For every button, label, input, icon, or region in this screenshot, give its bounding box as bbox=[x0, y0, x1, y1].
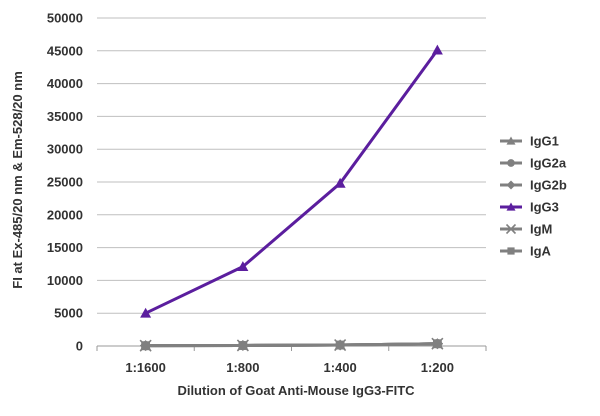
legend-item: IgM bbox=[500, 222, 552, 237]
legend-item: IgA bbox=[500, 244, 552, 259]
data-point bbox=[432, 339, 442, 349]
legend: IgG1 IgG2a IgG2b IgG3 IgM IgA bbox=[500, 134, 567, 259]
legend-label: IgG2b bbox=[530, 178, 567, 193]
x-tick-label: 1:800 bbox=[226, 360, 259, 375]
legend-item: IgG1 bbox=[500, 134, 559, 149]
legend-label: IgG3 bbox=[530, 200, 559, 215]
x-axis-title: Dilution of Goat Anti-Mouse IgG3-FITC bbox=[177, 383, 415, 398]
legend-label: IgG1 bbox=[530, 134, 559, 149]
y-axis-title: FI at Ex-485/20 nm & Em-528/20 nm bbox=[10, 71, 25, 288]
y-tick-label: 45000 bbox=[47, 43, 83, 58]
legend-label: IgG2a bbox=[530, 156, 567, 171]
legend-marker bbox=[506, 136, 516, 145]
y-tick-label: 20000 bbox=[47, 207, 83, 222]
legend-marker bbox=[506, 180, 516, 190]
series-igg3 bbox=[140, 44, 443, 318]
y-tick-label: 0 bbox=[76, 339, 83, 354]
x-tick-labels: 1:1600 1:800 1:400 1:200 bbox=[96, 346, 487, 375]
data-point bbox=[237, 261, 249, 272]
x-tick-label: 1:400 bbox=[324, 360, 357, 375]
series-group bbox=[139, 44, 444, 352]
legend-item: IgG2a bbox=[500, 156, 567, 171]
data-point bbox=[335, 340, 345, 350]
gridlines bbox=[97, 17, 486, 314]
series-iga bbox=[141, 339, 442, 351]
series-line bbox=[145, 342, 438, 348]
y-tick-label: 25000 bbox=[47, 175, 83, 190]
x-tick-label: 1:200 bbox=[421, 360, 454, 375]
legend-marker bbox=[507, 159, 515, 167]
y-tick-label: 5000 bbox=[54, 306, 83, 321]
y-tick-labels: 0 5000 10000 15000 20000 25000 30000 35000 40000… bbox=[47, 11, 83, 354]
y-tick-label: 30000 bbox=[47, 142, 83, 157]
legend-label: IgA bbox=[530, 244, 552, 259]
y-tick-label: 15000 bbox=[47, 240, 83, 255]
legend-marker bbox=[505, 223, 517, 235]
data-point bbox=[141, 341, 151, 351]
data-point bbox=[238, 341, 248, 350]
legend-label: IgM bbox=[530, 222, 552, 237]
y-tick-label: 50000 bbox=[47, 11, 83, 26]
y-tick-label: 35000 bbox=[47, 109, 83, 124]
legend-marker bbox=[507, 247, 515, 255]
data-point bbox=[334, 177, 346, 188]
data-point bbox=[431, 44, 443, 55]
legend-item: IgG3 bbox=[500, 200, 559, 215]
x-tick-label: 1:1600 bbox=[125, 360, 165, 375]
y-tick-label: 10000 bbox=[47, 273, 83, 288]
legend-marker bbox=[506, 202, 516, 211]
y-tick-label: 40000 bbox=[47, 76, 83, 91]
data-point bbox=[140, 307, 152, 318]
series-line bbox=[144, 49, 439, 315]
legend-item: IgG2b bbox=[500, 178, 567, 193]
